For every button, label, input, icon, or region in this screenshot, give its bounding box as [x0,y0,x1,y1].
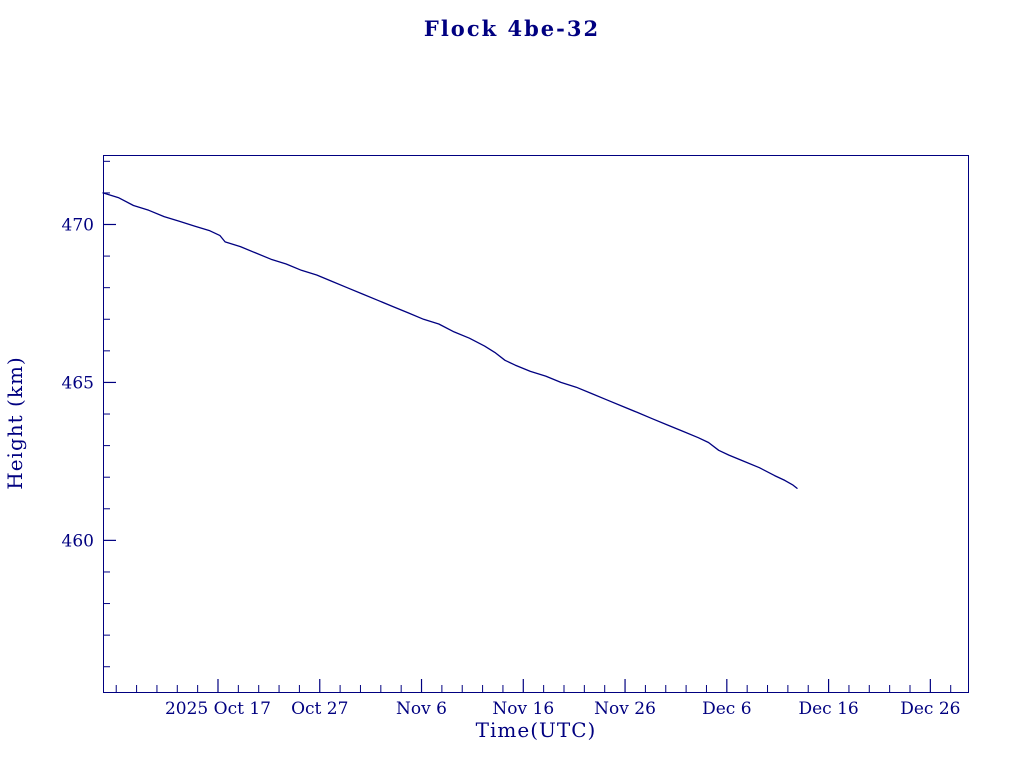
x-tick-label: 2025 Oct 17 [165,699,271,719]
x-tick-label: Nov 16 [492,699,554,719]
x-tick-label: Nov 26 [594,699,656,719]
y-tick-label: 465 [62,373,94,393]
x-tick-label: Nov 6 [396,699,447,719]
x-tick-label: Dec 26 [900,699,960,719]
x-tick-label: Oct 27 [291,699,348,719]
y-tick-label: 460 [62,531,94,551]
chart-title: Flock 4be-32 [423,16,601,41]
y-axis-label: Height (km) [3,356,27,490]
y-tick-label: 470 [62,215,94,235]
plot-frame [103,155,969,693]
x-axis-label: Time(UTC) [475,718,597,742]
x-tick-label: Dec 6 [702,699,751,719]
x-tick-label: Dec 16 [798,699,858,719]
height-series-line [102,192,798,489]
